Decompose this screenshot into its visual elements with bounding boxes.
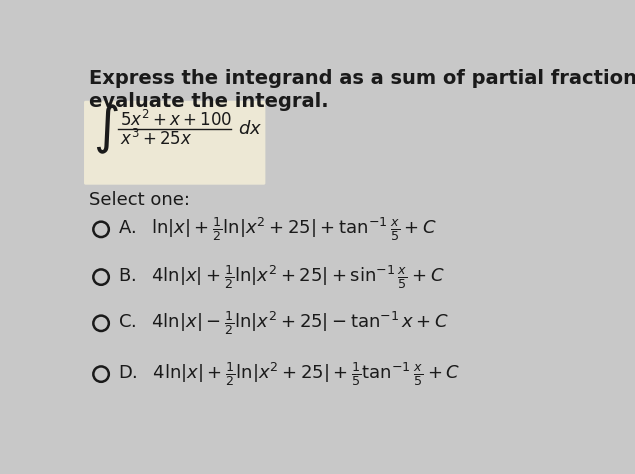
Text: $5x^2+x+100$: $5x^2+x+100$ [119, 110, 232, 130]
Text: $\mathrm{D.}\ \ 4\ln|x| + \frac{1}{2}\ln|x^2+25| + \frac{1}{5}\tan^{-1}\frac{x}{: $\mathrm{D.}\ \ 4\ln|x| + \frac{1}{2}\ln… [118, 360, 460, 388]
Text: $\mathrm{A.}\ \ \ln|x| + \frac{1}{2}\ln|x^2+25| + \tan^{-1}\frac{x}{5} + C$: $\mathrm{A.}\ \ \ln|x| + \frac{1}{2}\ln|… [118, 216, 437, 243]
Text: Express the integrand as a sum of partial fractions and: Express the integrand as a sum of partia… [89, 69, 635, 88]
Text: evaluate the integral.: evaluate the integral. [89, 92, 328, 111]
Text: Select one:: Select one: [89, 191, 190, 209]
FancyBboxPatch shape [84, 101, 265, 185]
Text: $\mathrm{C.}\ \ 4\ln|x| - \frac{1}{2}\ln|x^2+25| - \tan^{-1}x + C$: $\mathrm{C.}\ \ 4\ln|x| - \frac{1}{2}\ln… [118, 310, 449, 337]
Text: $dx$: $dx$ [238, 120, 262, 138]
Text: $x^3+25x$: $x^3+25x$ [119, 128, 192, 148]
Text: $\mathrm{B.}\ \ 4\ln|x| + \frac{1}{2}\ln|x^2+25| + \sin^{-1}\frac{x}{5} + C$: $\mathrm{B.}\ \ 4\ln|x| + \frac{1}{2}\ln… [118, 263, 445, 291]
Text: $\int$: $\int$ [93, 102, 119, 156]
